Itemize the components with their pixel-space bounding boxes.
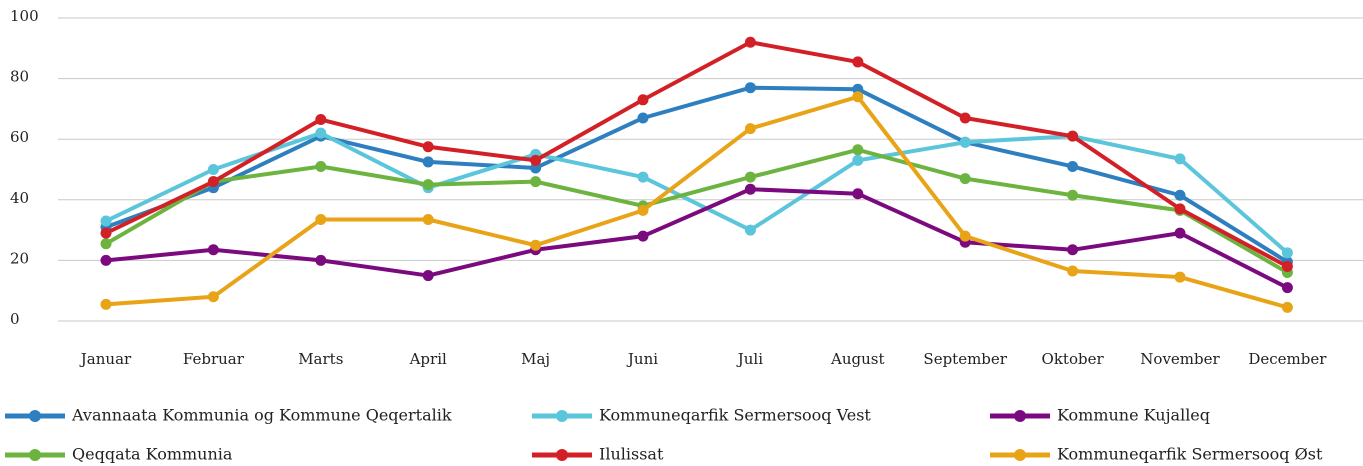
data-point [744, 36, 756, 48]
data-point [744, 171, 756, 183]
data-point [744, 82, 756, 94]
data-point [1281, 247, 1293, 259]
data-point [637, 94, 649, 106]
data-point [637, 171, 649, 183]
data-point [1067, 160, 1079, 172]
data-point [852, 83, 864, 95]
legend-swatch-dot [556, 449, 568, 461]
data-point [315, 213, 327, 225]
legend-swatch-dot [1014, 449, 1026, 461]
series-line [104, 147, 1289, 275]
data-point [852, 91, 864, 103]
data-point [744, 224, 756, 236]
data-point [207, 164, 219, 175]
data-point [100, 215, 112, 227]
x-tick-label: Maj [521, 350, 550, 368]
data-point [1281, 260, 1293, 272]
data-point [315, 127, 327, 139]
data-point [422, 141, 434, 153]
data-point [100, 227, 112, 239]
legend-swatch-dot [29, 449, 41, 461]
data-point [530, 154, 542, 166]
data-point [959, 173, 971, 185]
data-point [1174, 203, 1186, 215]
data-point [1174, 189, 1186, 201]
data-point [530, 162, 542, 174]
legend-label: Kommune Kujalleq [1057, 406, 1210, 425]
data-point [315, 114, 327, 126]
data-point [637, 204, 649, 216]
x-tick-label: Juni [626, 350, 658, 368]
series-line [105, 94, 1288, 310]
y-tick-label: 20 [10, 249, 29, 267]
legend-label: Kommuneqarfik Sermersooq Vest [599, 406, 871, 425]
data-point [1067, 244, 1079, 256]
data-point [637, 112, 649, 124]
data-point [530, 176, 542, 188]
x-tick-label: Marts [298, 350, 343, 368]
series-line [105, 131, 1289, 255]
data-point [1067, 130, 1079, 142]
data-point [422, 156, 434, 168]
data-point [100, 254, 112, 266]
data-point [1067, 265, 1079, 277]
data-point [530, 239, 542, 251]
y-tick-label: 100 [10, 7, 39, 25]
legend-swatch-dot [556, 410, 568, 422]
data-point [744, 123, 756, 135]
x-tick-label: December [1248, 350, 1327, 368]
data-point [959, 230, 971, 242]
data-point [959, 112, 971, 124]
legend-swatch-dot [1014, 410, 1026, 422]
legend-swatch-dot [29, 410, 41, 422]
data-point [207, 244, 219, 256]
data-point [315, 254, 327, 266]
x-tick-label: Januar [79, 350, 132, 368]
legend-label: Ilulissat [599, 445, 664, 464]
x-tick-label: September [923, 350, 1007, 368]
data-point [422, 179, 434, 191]
series-line [105, 187, 1289, 290]
data-point [852, 154, 864, 166]
data-point [1174, 227, 1186, 239]
x-tick-label: Juli [736, 350, 763, 368]
x-tick-label: November [1140, 350, 1220, 368]
x-tick-label: Februar [183, 350, 245, 368]
legend-label: Kommuneqarfik Sermersooq Øst [1057, 445, 1323, 464]
data-point [852, 188, 864, 200]
data-point [637, 230, 649, 242]
y-tick-label: 80 [10, 68, 29, 86]
x-tick-label: April [409, 350, 447, 368]
series-line [105, 40, 1289, 269]
data-point [100, 238, 112, 250]
data-point [207, 291, 219, 303]
series-line [105, 85, 1289, 264]
data-point [100, 298, 112, 310]
data-point [852, 56, 864, 68]
x-tick-label: August [830, 350, 884, 368]
data-point [1067, 189, 1079, 201]
legend-label: Avannaata Kommunia og Kommune Qeqertalik [71, 406, 452, 425]
data-point [1174, 153, 1186, 165]
data-point [422, 213, 434, 225]
legend-label: Qeqqata Kommunia [72, 445, 233, 464]
data-point [744, 183, 756, 195]
x-tick-label: Oktober [1042, 350, 1105, 368]
y-tick-label: 40 [10, 189, 29, 207]
y-tick-label: 60 [10, 128, 29, 146]
data-point [959, 136, 971, 148]
data-point [315, 160, 327, 172]
data-point [207, 176, 219, 188]
data-point [852, 144, 864, 156]
data-point [1174, 271, 1186, 283]
data-point [422, 270, 434, 282]
y-tick-label: 0 [10, 310, 20, 328]
data-point [1281, 301, 1293, 313]
data-point [1281, 282, 1293, 294]
